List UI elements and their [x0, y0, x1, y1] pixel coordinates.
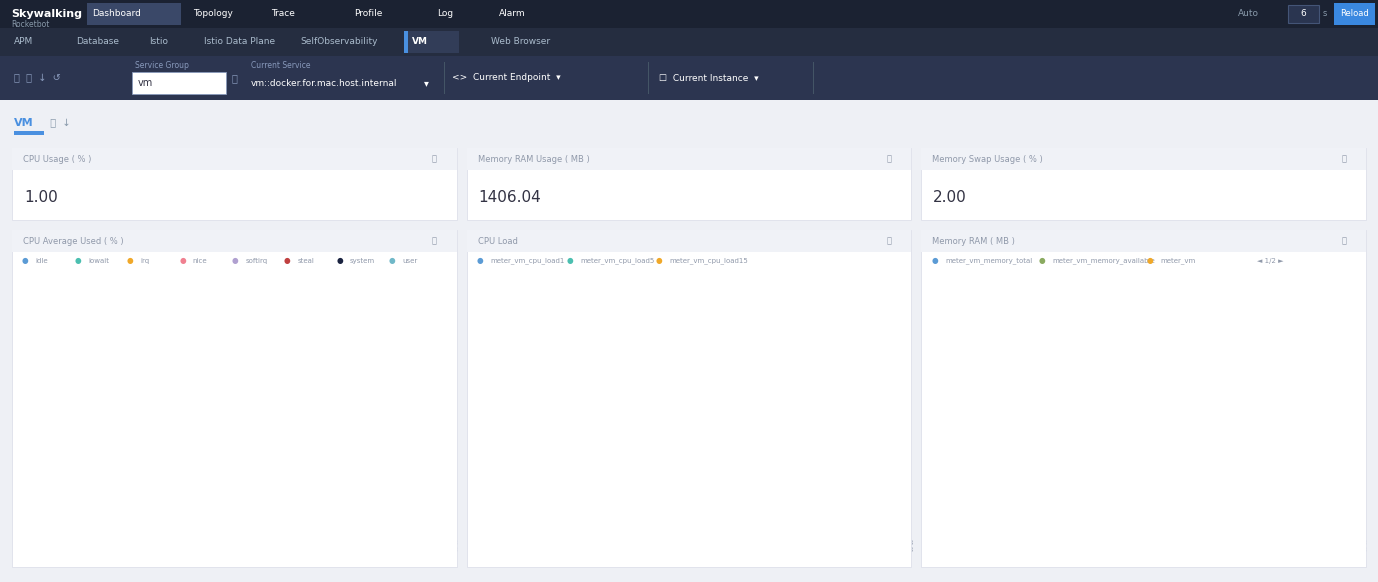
Text: 2.00: 2.00 [933, 190, 967, 205]
Text: meter_vm: meter_vm [1160, 258, 1195, 264]
Text: meter_vm_cpu_load1: meter_vm_cpu_load1 [491, 258, 565, 264]
Text: 🔒: 🔒 [431, 236, 437, 246]
Text: Alarm: Alarm [499, 9, 525, 19]
Text: vm::docker.for.mac.host.internal: vm::docker.for.mac.host.internal [251, 79, 397, 87]
Text: iowait: iowait [88, 258, 109, 264]
Text: 🔒: 🔒 [886, 154, 892, 164]
Text: ●: ● [932, 257, 938, 265]
Text: meter_vm_memory_available: meter_vm_memory_available [1053, 258, 1155, 264]
Text: meter_vm_cpu_load15: meter_vm_cpu_load15 [670, 258, 748, 264]
Text: CPU Usage ( % ): CPU Usage ( % ) [23, 154, 91, 164]
Text: meter_vm_cpu_load5: meter_vm_cpu_load5 [580, 258, 655, 264]
Text: 1406.04: 1406.04 [478, 190, 542, 205]
Text: Rocketbot: Rocketbot [11, 20, 50, 29]
Text: ●: ● [1039, 257, 1046, 265]
Text: Service Group: Service Group [135, 62, 189, 70]
Text: VM: VM [14, 118, 33, 128]
Text: 🔒  📁  ↓  ↺: 🔒 📁 ↓ ↺ [14, 73, 61, 83]
Text: Web Browser: Web Browser [491, 37, 550, 47]
Text: Log: Log [437, 9, 453, 19]
Text: CPU Average Used ( % ): CPU Average Used ( % ) [23, 236, 124, 246]
Text: Auto: Auto [1237, 9, 1258, 19]
Text: 🔒: 🔒 [886, 236, 892, 246]
Text: CPU Load: CPU Load [478, 236, 518, 246]
Text: steal: steal [298, 258, 314, 264]
Text: 🔒: 🔒 [431, 154, 437, 164]
Text: Trace: Trace [271, 9, 295, 19]
Text: ●: ● [477, 257, 484, 265]
Text: Topology: Topology [193, 9, 233, 19]
Text: ●: ● [1146, 257, 1153, 265]
Text: VM: VM [412, 37, 429, 47]
Text: 6: 6 [1301, 9, 1306, 19]
Text: ●: ● [284, 257, 291, 265]
Text: nice: nice [193, 258, 208, 264]
Text: Memory RAM ( MB ): Memory RAM ( MB ) [933, 236, 1016, 246]
Text: <>  Current Endpoint  ▾: <> Current Endpoint ▾ [452, 73, 561, 83]
Text: Profile: Profile [354, 9, 383, 19]
Text: 🔒: 🔒 [1341, 236, 1346, 246]
Text: ●: ● [22, 257, 29, 265]
Text: ●: ● [566, 257, 573, 265]
Text: ●: ● [389, 257, 395, 265]
Text: Database: Database [76, 37, 119, 47]
Text: ▾: ▾ [424, 78, 430, 88]
Text: 🔒: 🔒 [1341, 154, 1346, 164]
Text: 1.00: 1.00 [23, 190, 58, 205]
Text: idle: idle [36, 258, 48, 264]
Text: SelfObservability: SelfObservability [300, 37, 378, 47]
Text: ☐  Current Instance  ▾: ☐ Current Instance ▾ [659, 73, 758, 83]
Text: APM: APM [14, 37, 33, 47]
Text: user: user [402, 258, 418, 264]
Text: Dashboard: Dashboard [92, 9, 141, 19]
Text: Skywalking: Skywalking [11, 9, 83, 19]
Text: 🔒: 🔒 [232, 73, 237, 83]
Text: Istio Data Plane: Istio Data Plane [204, 37, 276, 47]
Text: softirq: softirq [245, 258, 267, 264]
Text: Current Service: Current Service [251, 62, 310, 70]
Text: Memory RAM Usage ( MB ): Memory RAM Usage ( MB ) [478, 154, 590, 164]
Text: ●: ● [179, 257, 186, 265]
Text: irq: irq [141, 258, 150, 264]
Text: Memory Swap Usage ( % ): Memory Swap Usage ( % ) [933, 154, 1043, 164]
Text: ●: ● [232, 257, 238, 265]
Text: meter_vm_memory_total: meter_vm_memory_total [945, 258, 1032, 264]
Text: vm: vm [138, 78, 153, 88]
Text: ●: ● [336, 257, 343, 265]
Text: 📁  ↓: 📁 ↓ [44, 118, 70, 128]
Text: Istio: Istio [149, 37, 168, 47]
Text: Reload: Reload [1341, 9, 1368, 19]
Text: ●: ● [74, 257, 81, 265]
Text: ●: ● [127, 257, 134, 265]
Text: s: s [1323, 9, 1327, 19]
Text: system: system [350, 258, 375, 264]
Text: ●: ● [656, 257, 663, 265]
Text: ◄ 1/2 ►: ◄ 1/2 ► [1257, 258, 1283, 264]
